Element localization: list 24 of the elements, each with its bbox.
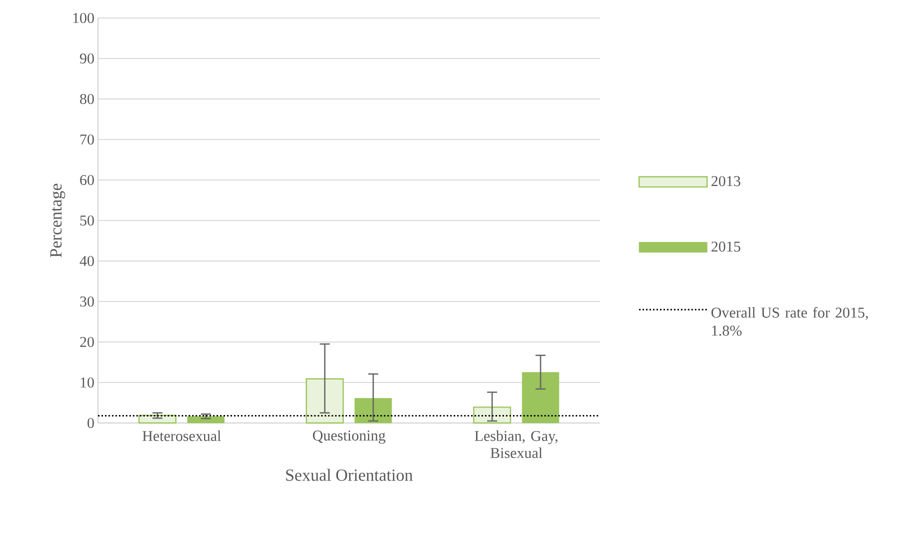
bar [306, 378, 344, 424]
y-tick-label: 40 [80, 256, 94, 266]
legend-label: Overall US rate for 2015, 1.8% [711, 306, 868, 336]
x-axis-title: Sexual Orientation [286, 468, 413, 481]
y-tick-label: 10 [80, 377, 94, 388]
legend-label: 2015 [712, 242, 740, 252]
legend-label: 2013 [712, 176, 740, 186]
y-tick-label: 70 [80, 134, 94, 145]
y-tick-label: 50 [80, 215, 94, 226]
y-tick-label: 60 [80, 174, 94, 186]
bar [187, 416, 224, 424]
bar [473, 406, 512, 424]
x-tick-label: Lesbian, Gay, Bisexual [474, 430, 558, 458]
bar [522, 372, 560, 424]
bar [354, 398, 392, 424]
y-axis-title: Percentage [50, 184, 66, 258]
y-tick-label: 0 [88, 418, 94, 428]
y-tick-label: 20 [80, 336, 94, 348]
y-tick-label: 30 [80, 296, 94, 307]
x-tick-label: Questioning [312, 430, 386, 444]
y-tick-label: 80 [80, 94, 94, 104]
x-tick-label: Heterosexual [142, 430, 221, 442]
y-tick-label: 100 [73, 12, 94, 24]
y-tick-label: 90 [80, 53, 94, 64]
